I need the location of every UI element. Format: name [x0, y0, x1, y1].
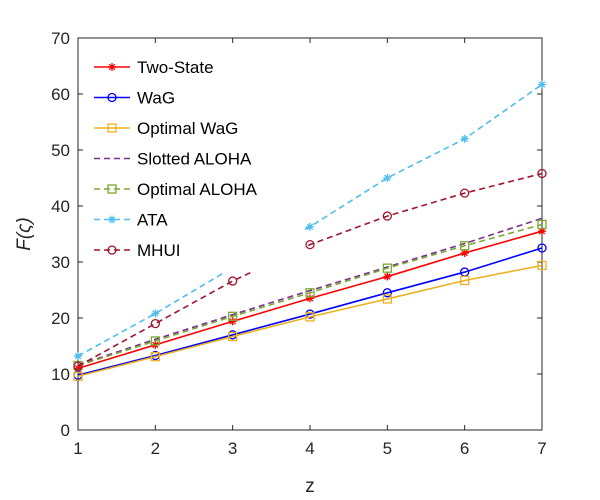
data-point-wag	[537, 243, 547, 253]
data-point-optimal-aloha	[537, 219, 547, 230]
legend-marker	[107, 184, 117, 194]
series-line-optimal-wag	[77, 264, 543, 378]
data-point-optimal-wag	[382, 294, 392, 304]
legend-item-wag: WaG	[94, 89, 175, 108]
data-point-two-state	[383, 272, 392, 281]
y-tick-label: 20	[51, 309, 70, 328]
data-point-two-state	[306, 294, 314, 303]
legend-label: Slotted ALOHA	[137, 150, 252, 169]
data-point-ata	[383, 174, 392, 182]
data-point-optimal-aloha	[305, 288, 315, 298]
legend-item-slotted-aloha: Slotted ALOHA	[94, 150, 252, 169]
legend-marker	[107, 123, 117, 133]
y-tick-label: 0	[61, 421, 70, 440]
legend-box	[87, 49, 305, 272]
series-optimal-wag	[73, 260, 547, 381]
x-tick-label: 3	[228, 439, 237, 458]
series-line-optimal-aloha	[77, 223, 543, 367]
data-point-optimal-aloha	[228, 311, 238, 321]
data-point-optimal-aloha	[150, 336, 160, 346]
series-line-slotted-aloha	[77, 217, 543, 366]
legend-label: ATA	[137, 211, 168, 230]
data-point-ata	[306, 222, 314, 231]
x-tick-label: 4	[305, 439, 314, 458]
series-slotted-aloha	[77, 217, 543, 366]
data-point-mhui	[73, 361, 83, 371]
data-point-optimal-aloha	[460, 241, 470, 251]
series-optimal-aloha	[73, 219, 547, 371]
data-point-two-state	[74, 364, 82, 373]
x-tick-label: 6	[460, 439, 469, 458]
y-tick-label: 70	[51, 29, 70, 48]
legend-item-optimal-aloha: Optimal ALOHA	[94, 180, 258, 199]
y-tick-label: 60	[51, 85, 70, 104]
legend-marker	[107, 245, 117, 255]
series-mhui	[73, 168, 547, 371]
legend-item-optimal-wag: Optimal WaG	[94, 119, 238, 138]
y-tick-label: 50	[51, 141, 70, 160]
data-point-mhui	[150, 318, 160, 329]
data-point-two-state	[538, 227, 546, 236]
data-point-optimal-wag	[537, 260, 547, 271]
y-axis-label: F(ς)	[14, 217, 35, 251]
y-tick-label: 40	[51, 197, 70, 216]
series-layer	[73, 80, 547, 381]
legend-label: Optimal ALOHA	[137, 180, 258, 199]
series-line-wag	[77, 247, 543, 376]
data-point-mhui	[382, 211, 392, 221]
legend-marker	[108, 215, 116, 224]
legend-label: Two-State	[137, 58, 214, 77]
data-point-ata	[538, 80, 546, 89]
y-tick-label: 30	[51, 253, 70, 272]
data-point-mhui	[537, 168, 547, 179]
legend: Two-State WaG Optimal WaG Slotted ALOHA Opti…	[87, 49, 305, 272]
data-point-optimal-wag	[228, 331, 238, 342]
legend-item-mhui: MHUI	[94, 241, 180, 260]
data-point-optimal-aloha	[382, 263, 392, 273]
legend-label: Optimal WaG	[137, 119, 238, 138]
data-point-two-state	[460, 249, 469, 258]
data-point-optimal-wag	[305, 312, 315, 322]
legend-item-two-state: Two-State	[94, 58, 214, 77]
x-tick-label: 1	[73, 439, 82, 458]
x-tick-label: 7	[537, 439, 546, 458]
y-axis: 0 10 20 30 40 50 60 70	[51, 29, 542, 440]
data-point-mhui	[460, 188, 470, 198]
data-point-mhui	[305, 239, 315, 250]
x-axis-label: z	[305, 476, 315, 497]
data-point-optimal-wag	[460, 275, 470, 286]
legend-marker	[108, 63, 116, 71]
y-tick-label: 10	[51, 365, 70, 384]
data-point-optimal-wag	[73, 371, 83, 381]
data-point-two-state	[228, 317, 237, 326]
legend-item-ata: ATA	[94, 211, 168, 230]
data-point-wag	[382, 288, 392, 298]
data-point-ata	[151, 309, 160, 318]
x-axis: 1 2 3 4 5 6 7	[73, 38, 547, 458]
data-point-ata	[74, 352, 82, 361]
data-point-optimal-wag	[150, 351, 160, 362]
data-point-ata	[460, 134, 469, 143]
x-tick-label: 5	[383, 439, 392, 458]
series-line-mhui	[77, 172, 543, 367]
x-tick-label: 2	[151, 439, 160, 458]
data-point-mhui	[228, 276, 238, 286]
legend-marker	[107, 92, 117, 103]
legend-label: MHUI	[137, 241, 180, 260]
legend-label: WaG	[137, 89, 175, 108]
